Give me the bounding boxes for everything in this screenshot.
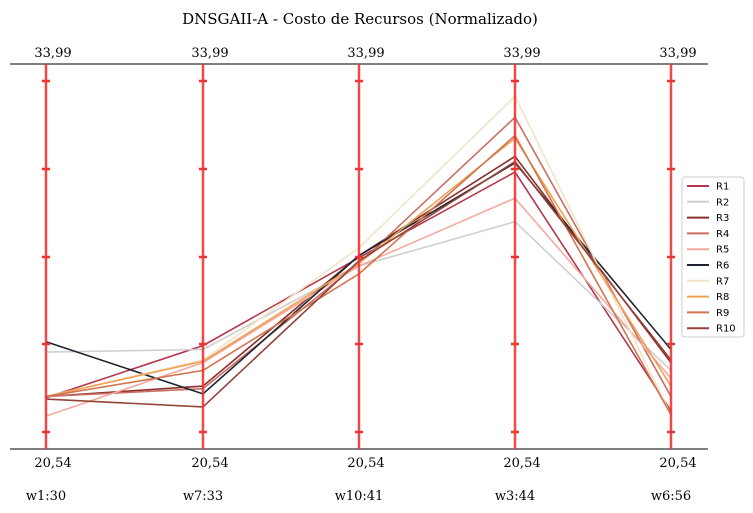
legend-label-r2: R2 [716,197,729,208]
axis-name-label: w7:33 [183,489,223,504]
legend-label-r5: R5 [716,245,729,256]
legend-label-r8: R8 [716,292,729,303]
axis-top-label: 33,99 [347,46,384,61]
legend-label-r3: R3 [716,213,729,224]
axis-bottom-label: 20,54 [659,456,696,471]
legend-label-r10: R10 [716,324,736,335]
axis-bottom-label: 20,54 [34,456,71,471]
axis-top-label: 33,99 [503,46,540,61]
axis-top-label: 33,99 [34,46,71,61]
legend-label-r9: R9 [716,308,729,319]
axis-top-label: 33,99 [659,46,696,61]
legend-label-r4: R4 [716,229,729,240]
axis-name-label: w1:30 [26,489,66,504]
axis-labels: 33,99 20,54 w1:30 33,99 20,54 w7:33 33,99 20,54… [26,46,697,504]
axis-bottom-label: 20,54 [347,456,384,471]
legend-label-r7: R7 [716,276,729,287]
legend-label-r1: R1 [716,182,729,193]
axis-bottom-label: 20,54 [191,456,228,471]
chart-title: DNSGAII-A - Costo de Recursos (Normaliza… [182,10,538,28]
axis-name-label: w3:44 [495,489,535,504]
axis-name-label: w10:41 [335,489,384,504]
legend-label-r6: R6 [716,261,729,272]
axis-name-label: w6:56 [651,489,691,504]
axis-bottom-label: 20,54 [503,456,540,471]
axis-top-label: 33,99 [191,46,228,61]
legend: R1 R2 R3 R4 R5 R6 R7 R8 R9 R10 [681,176,745,338]
parallel-axes [42,64,675,449]
